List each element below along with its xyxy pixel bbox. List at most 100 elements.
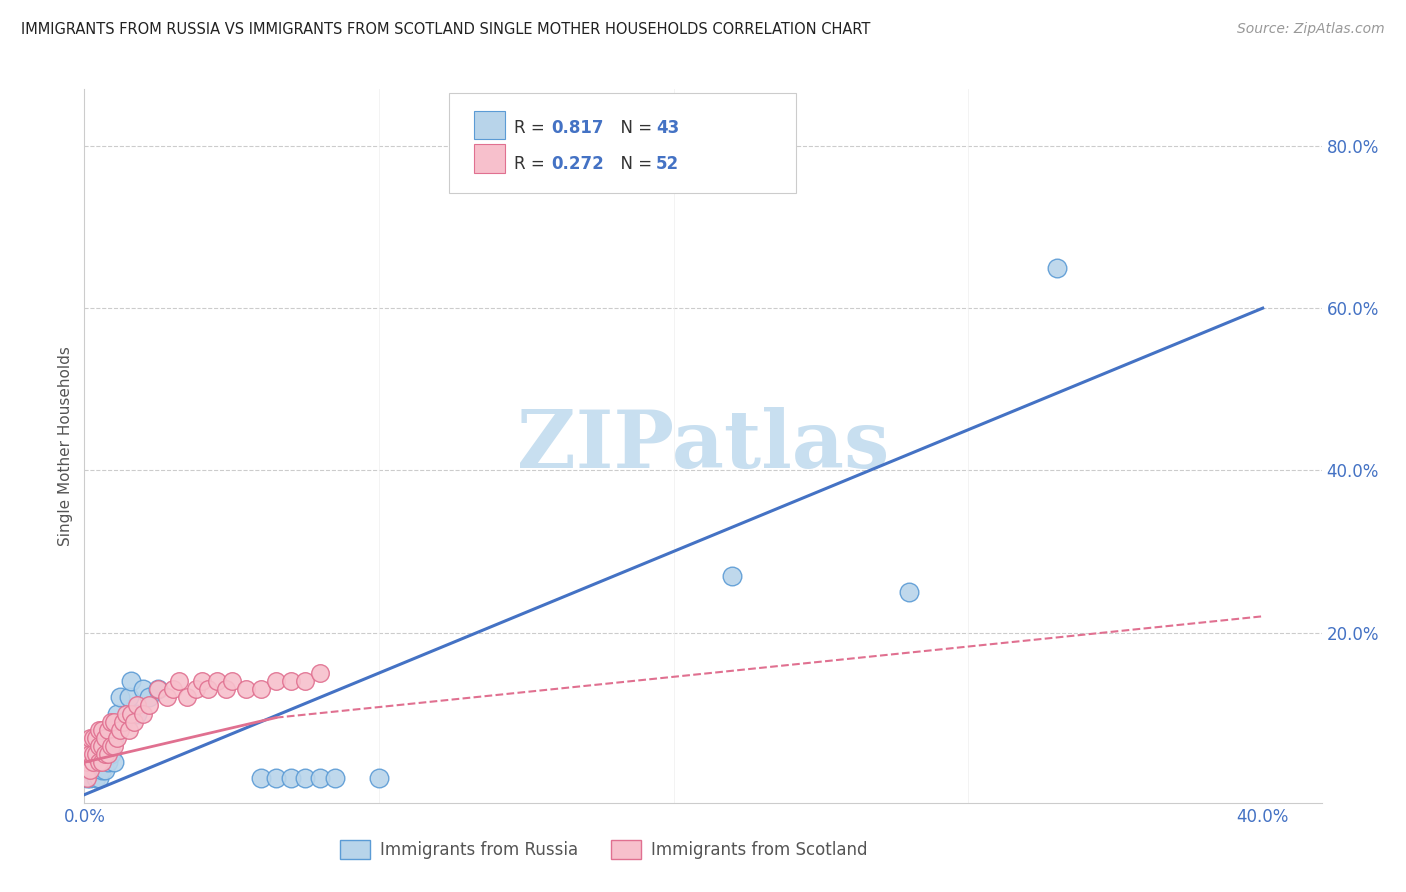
Text: 0.272: 0.272 xyxy=(551,155,603,173)
Point xyxy=(191,674,214,689)
Point xyxy=(97,731,120,745)
Point xyxy=(103,714,125,729)
Point xyxy=(76,756,98,770)
Text: ZIPatlas: ZIPatlas xyxy=(517,407,889,485)
Point xyxy=(79,764,101,778)
Point xyxy=(103,756,125,770)
Text: N =: N = xyxy=(610,120,658,137)
Point xyxy=(250,682,273,697)
Point xyxy=(84,747,107,761)
Point xyxy=(87,756,110,770)
Text: R =: R = xyxy=(513,120,550,137)
Point xyxy=(235,682,257,697)
Point xyxy=(100,739,122,753)
Point xyxy=(84,747,107,761)
Point xyxy=(127,698,149,713)
Point xyxy=(76,772,98,786)
Point xyxy=(264,674,287,689)
Point xyxy=(108,723,131,737)
FancyBboxPatch shape xyxy=(450,93,796,193)
Text: N =: N = xyxy=(610,155,658,173)
Point xyxy=(94,764,117,778)
Text: 43: 43 xyxy=(657,120,679,137)
Point xyxy=(97,747,120,761)
Point xyxy=(79,756,101,770)
Point xyxy=(79,731,101,745)
Point xyxy=(264,772,287,786)
Point xyxy=(124,714,146,729)
Point xyxy=(294,772,316,786)
Point xyxy=(117,723,139,737)
Point xyxy=(176,690,198,705)
Point xyxy=(121,674,143,689)
Point xyxy=(82,756,104,770)
Point xyxy=(91,764,114,778)
Point xyxy=(1045,260,1067,275)
Point xyxy=(111,714,134,729)
Legend: Immigrants from Russia, Immigrants from Scotland: Immigrants from Russia, Immigrants from … xyxy=(333,833,875,866)
Point xyxy=(368,772,391,786)
Point xyxy=(87,772,110,786)
Point xyxy=(94,747,117,761)
Point xyxy=(105,731,128,745)
Point xyxy=(97,756,120,770)
Point xyxy=(91,756,114,770)
Point xyxy=(215,682,238,697)
FancyBboxPatch shape xyxy=(474,111,505,139)
Point xyxy=(250,772,273,786)
Point xyxy=(146,682,169,697)
Point xyxy=(167,674,190,689)
Point xyxy=(146,682,169,697)
Point xyxy=(82,731,104,745)
Point xyxy=(91,723,114,737)
Text: IMMIGRANTS FROM RUSSIA VS IMMIGRANTS FROM SCOTLAND SINGLE MOTHER HOUSEHOLDS CORR: IMMIGRANTS FROM RUSSIA VS IMMIGRANTS FRO… xyxy=(21,22,870,37)
Point xyxy=(84,764,107,778)
Point xyxy=(100,714,122,729)
Point xyxy=(197,682,219,697)
Point xyxy=(111,714,134,729)
Point xyxy=(309,666,332,681)
Point xyxy=(87,739,110,753)
FancyBboxPatch shape xyxy=(474,145,505,173)
Point xyxy=(79,772,101,786)
Point xyxy=(280,772,302,786)
Point xyxy=(127,706,149,721)
Point xyxy=(108,690,131,705)
Point xyxy=(121,706,143,721)
Point xyxy=(82,764,104,778)
Point xyxy=(76,756,98,770)
Point xyxy=(132,706,155,721)
Point xyxy=(721,568,744,582)
Text: Source: ZipAtlas.com: Source: ZipAtlas.com xyxy=(1237,22,1385,37)
Point xyxy=(138,698,160,713)
Point xyxy=(221,674,243,689)
Point xyxy=(79,764,101,778)
Point xyxy=(84,772,107,786)
Point xyxy=(309,772,332,786)
Point xyxy=(103,731,125,745)
Text: 0.817: 0.817 xyxy=(551,120,603,137)
Point xyxy=(87,756,110,770)
Point xyxy=(97,723,120,737)
Point xyxy=(323,772,346,786)
Point xyxy=(82,756,104,770)
Point xyxy=(79,747,101,761)
Point xyxy=(76,772,98,786)
Point xyxy=(76,739,98,753)
Point xyxy=(87,723,110,737)
Point xyxy=(186,682,208,697)
Text: 52: 52 xyxy=(657,155,679,173)
Point xyxy=(91,747,114,761)
Y-axis label: Single Mother Households: Single Mother Households xyxy=(58,346,73,546)
Point xyxy=(84,731,107,745)
Point xyxy=(138,690,160,705)
Point xyxy=(87,739,110,753)
Point xyxy=(898,585,921,599)
Point xyxy=(205,674,228,689)
Point xyxy=(100,747,122,761)
Point xyxy=(280,674,302,689)
Point xyxy=(114,706,136,721)
Point xyxy=(91,739,114,753)
Point xyxy=(76,764,98,778)
Point xyxy=(162,682,184,697)
